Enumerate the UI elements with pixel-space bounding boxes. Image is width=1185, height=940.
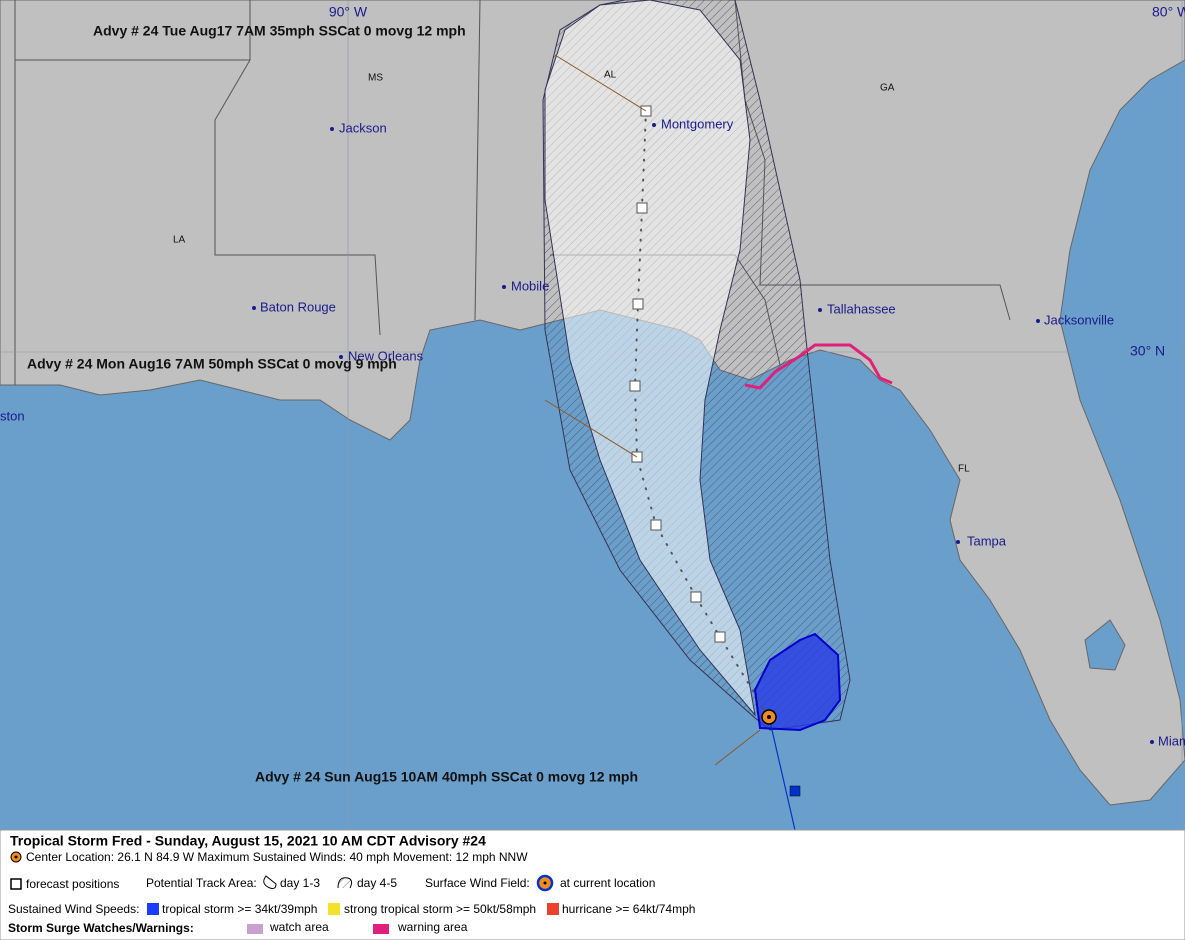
- legend-text: watch area: [269, 920, 329, 934]
- state-label: LA: [173, 235, 186, 246]
- legend-text: hurricane >= 64kt/74mph: [562, 902, 695, 916]
- legend-text: tropical storm >= 34kt/39mph: [162, 902, 317, 916]
- city-label: Montgomery: [661, 116, 734, 131]
- map-area: 90° W 80° W 30° N MS AL GA LA FL Jackson…: [0, 0, 1185, 830]
- legend-text: Sustained Wind Speeds:: [8, 902, 139, 916]
- legend-title: Tropical Storm Fred - Sunday, August 15,…: [10, 833, 486, 849]
- city-label: Miam: [1158, 733, 1185, 748]
- city-label: Jackson: [339, 120, 387, 135]
- city-label: Baton Rouge: [260, 299, 336, 314]
- state-label: FL: [958, 464, 970, 475]
- lake: [1084, 619, 1126, 671]
- legend-text: Storm Surge Watches/Warnings:: [8, 921, 194, 935]
- graticule-label: 90° W: [329, 4, 368, 20]
- city-label: Tampa: [967, 533, 1007, 548]
- wind-field: [753, 632, 842, 732]
- advisory-label: Advy # 24 Sun Aug15 10AM 40mph SSCat 0 m…: [255, 769, 638, 785]
- advisory-label: Advy # 24 Tue Aug17 7AM 35mph SSCat 0 mo…: [93, 23, 466, 39]
- state-label: AL: [604, 70, 617, 81]
- legend-text: Surface Wind Field:: [425, 876, 530, 890]
- legend-text: day 1-3: [280, 876, 320, 890]
- land: [0, 0, 1185, 806]
- state-label: GA: [880, 83, 895, 94]
- legend-text: strong tropical storm >= 50kt/58mph: [344, 902, 536, 916]
- legend-info: Center Location: 26.1 N 84.9 W Maximum S…: [26, 850, 528, 864]
- advisory-label: Advy # 24 Mon Aug16 7AM 50mph SSCat 0 mo…: [27, 356, 397, 372]
- city-label: Tallahassee: [827, 301, 896, 316]
- legend-text: Potential Track Area:: [146, 876, 257, 890]
- leaders: [544, 54, 761, 766]
- legend-text: warning area: [397, 920, 468, 934]
- graticule-label: 80° W: [1152, 4, 1185, 20]
- city-label: Jacksonville: [1044, 312, 1114, 327]
- city-dots: [252, 123, 1154, 744]
- graticule-label: 30° N: [1130, 343, 1165, 359]
- city-label: ston: [0, 408, 25, 423]
- legend-text: at current location: [560, 876, 655, 890]
- city-label: New Orleans: [348, 348, 424, 363]
- legend: Tropical Storm Fred - Sunday, August 15,…: [0, 829, 1185, 940]
- cone-day1-3: [544, 0, 756, 717]
- legend-text: forecast positions: [26, 877, 119, 891]
- legend-text: day 4-5: [357, 876, 397, 890]
- surge-warning: [744, 343, 893, 390]
- city-label: Mobile: [511, 278, 549, 293]
- state-label: MS: [368, 73, 383, 84]
